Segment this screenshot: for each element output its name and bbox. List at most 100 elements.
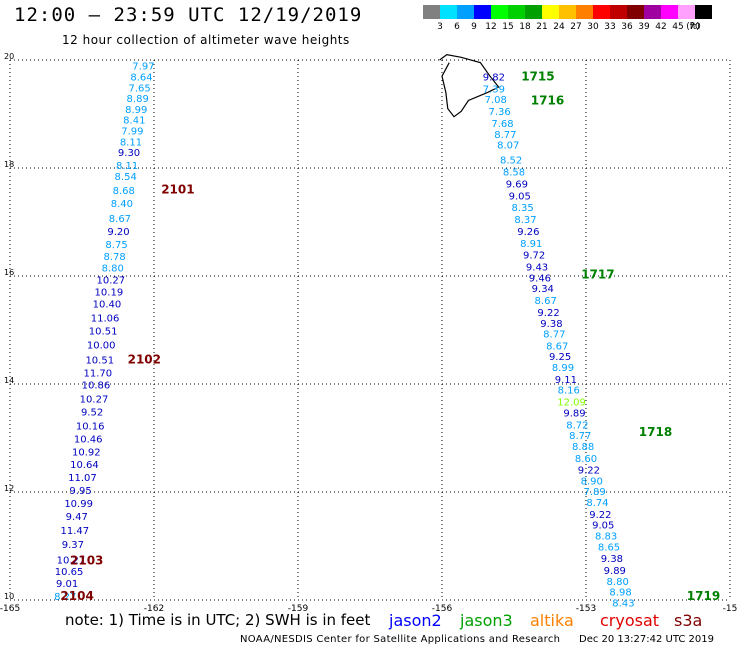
wave-height-value: 9.11 xyxy=(555,375,577,386)
wave-height-value: 10.27 xyxy=(57,555,86,566)
wave-height-value: 8.80 xyxy=(102,264,124,275)
wave-height-value: 8.77 xyxy=(543,330,565,341)
wave-height-value: 9.52 xyxy=(81,407,103,418)
legend-swatch xyxy=(678,5,695,19)
wave-height-value: 7.39 xyxy=(483,84,505,95)
wave-height-value: 8.72 xyxy=(566,420,588,431)
wave-height-value: 9.38 xyxy=(601,554,623,565)
wave-height-value: 10.27 xyxy=(80,394,109,405)
y-tick-label: 18 xyxy=(4,160,14,169)
color-legend: 3 6 9 12 15 18 21 24 27 30 33 36 39 42 45 70 (ft) xyxy=(0,0,740,40)
wave-height-value: 8.67 xyxy=(109,214,131,225)
legend-label: 70 xyxy=(689,22,701,32)
wave-height-value: 8.67 xyxy=(546,341,568,352)
legend-swatch xyxy=(695,5,712,19)
wave-height-value: 8.60 xyxy=(575,454,597,465)
wave-height-value: 9.43 xyxy=(526,263,548,274)
wave-height-value: 8.58 xyxy=(503,168,525,179)
legend-label: 39 xyxy=(638,22,650,32)
wave-height-value: 8.67 xyxy=(535,296,557,307)
wave-height-value: 8.52 xyxy=(500,156,522,167)
wave-height-value: 10.92 xyxy=(72,447,101,458)
pass-number-label: 1716 xyxy=(531,93,564,107)
wave-height-value: 10.00 xyxy=(87,340,116,351)
wave-height-value: 8.40 xyxy=(111,199,133,210)
wave-height-value: 8.77 xyxy=(569,431,591,442)
pass-number-label: 1715 xyxy=(521,70,554,84)
wave-height-value: 8.88 xyxy=(572,442,594,453)
wave-height-value: 9.89 xyxy=(604,566,626,577)
wave-height-value: 8.83 xyxy=(595,532,617,543)
wave-height-value: 7.36 xyxy=(488,107,510,118)
legend-swatch xyxy=(440,5,457,19)
wave-height-value: 8.99 xyxy=(125,105,147,116)
wave-height-value: 7.08 xyxy=(485,95,507,106)
y-tick-label: 10 xyxy=(4,592,14,601)
legend-swatch xyxy=(661,5,678,19)
pass-number-label: 2104 xyxy=(60,589,93,603)
pass-number-label: 1718 xyxy=(639,425,672,439)
legend-label: 42 xyxy=(655,22,667,32)
legend-swatch xyxy=(525,5,542,19)
x-tick-label: -15 xyxy=(723,604,738,614)
legend-label: 45 xyxy=(672,22,684,32)
legend-swatch xyxy=(593,5,610,19)
footer-credit: NOAA/NESDIS Center for Satellite Applica… xyxy=(240,634,561,645)
legend-swatch xyxy=(644,5,661,19)
wave-height-value: 8.80 xyxy=(607,577,629,588)
wave-height-value: 10.65 xyxy=(55,567,84,578)
wave-height-value: 9.47 xyxy=(66,512,88,523)
wave-height-value: 8.37 xyxy=(514,215,536,226)
wave-height-value: 9.20 xyxy=(107,227,129,238)
legend-unit: (ft) xyxy=(686,22,700,32)
legend-label: 9 xyxy=(471,22,477,32)
units-note: note: 1) Time is in UTC; 2) SWH is in fe… xyxy=(65,611,371,629)
y-tick-label: 16 xyxy=(4,268,14,277)
wave-height-value: 8.78 xyxy=(104,252,126,263)
wave-height-value: 9.89 xyxy=(563,408,585,419)
footer-timestamp: Dec 20 13:27:42 UTC 2019 xyxy=(579,634,714,645)
satellite-legend-cryosat: cryosat xyxy=(600,611,660,630)
wave-height-value: 8.11 xyxy=(120,137,142,148)
legend-label: 21 xyxy=(536,22,548,32)
wave-height-value: 7.89 xyxy=(584,487,606,498)
wave-height-value: 10.51 xyxy=(85,355,114,366)
wave-height-value: 8.74 xyxy=(586,498,608,509)
wave-height-value: 9.95 xyxy=(69,486,91,497)
wave-height-value: 9.46 xyxy=(529,273,551,284)
wave-height-value: 10.46 xyxy=(74,434,103,445)
satellite-legend-jason3: jason3 xyxy=(460,611,513,630)
wave-height-value: 8.11 xyxy=(116,161,138,172)
wave-height-value: 8.89 xyxy=(127,94,149,105)
wave-height-value: 9.30 xyxy=(118,148,140,159)
y-tick-label: 20 xyxy=(4,52,14,61)
wave-height-value: 8.41 xyxy=(123,116,145,127)
wave-height-value: 8.54 xyxy=(115,172,137,183)
page-title: 12:00 — 23:59 UTC 12/19/2019 xyxy=(14,4,363,26)
wave-height-value: 10.40 xyxy=(93,299,122,310)
wave-height-value: 8.64 xyxy=(130,73,152,84)
wave-height-value: 8.99 xyxy=(552,363,574,374)
wave-height-value: 8.90 xyxy=(581,476,603,487)
wave-height-value: 10.64 xyxy=(70,460,99,471)
wave-height-value: 9.69 xyxy=(506,179,528,190)
legend-swatch xyxy=(576,5,593,19)
wave-height-value: 9.05 xyxy=(509,191,531,202)
wave-height-value: 10.51 xyxy=(89,326,118,337)
legend-swatch xyxy=(559,5,576,19)
pass-number-label: 2102 xyxy=(128,352,161,366)
wave-height-value: 10.16 xyxy=(76,421,105,432)
legend-swatch xyxy=(457,5,474,19)
legend-swatch xyxy=(491,5,508,19)
wave-height-value: 9.82 xyxy=(483,73,505,84)
wave-height-value: 8.27 xyxy=(54,592,76,603)
legend-label: 12 xyxy=(485,22,497,32)
wave-height-value: 8.98 xyxy=(609,588,631,599)
wave-height-value: 8.35 xyxy=(512,203,534,214)
wave-height-value: 8.68 xyxy=(113,186,135,197)
legend-swatch xyxy=(542,5,559,19)
satellite-legend-jason2: jason2 xyxy=(389,611,442,630)
legend-label: 6 xyxy=(454,22,460,32)
wave-height-value: 11.06 xyxy=(91,313,120,324)
